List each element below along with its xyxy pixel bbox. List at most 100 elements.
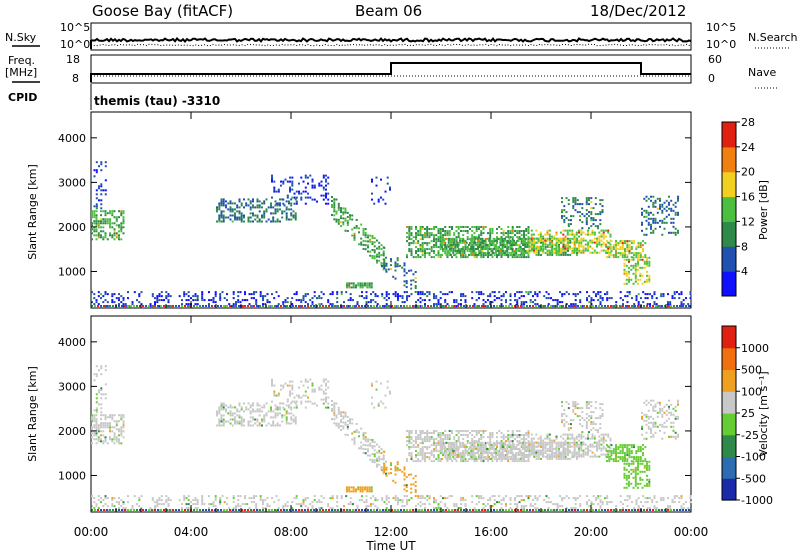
power-cell-1119 [445, 237, 448, 240]
velocity-cell-729 [435, 446, 438, 449]
power-cell-60 [104, 214, 107, 217]
power-cell-1435 [573, 243, 576, 246]
velocity-cell-546 [371, 447, 374, 449]
power-cell-2011 [652, 213, 655, 216]
power-cell-2124 [97, 291, 100, 294]
power-cell-566 [378, 251, 381, 254]
power-cell-2404 [385, 303, 388, 306]
power-cell-2332 [304, 293, 307, 296]
velocity-cell-192 [227, 406, 230, 409]
velocity-cell-1897 [623, 468, 626, 471]
velocity-cell-1119 [445, 441, 448, 444]
velocity-cell-659 [419, 450, 422, 453]
velocity-cell-1593 [575, 437, 578, 440]
velocity-cell-1117 [445, 451, 448, 454]
velocity-cell-118 [122, 426, 125, 429]
power-cell-2572 [536, 295, 539, 298]
velocity-cell-852 [466, 452, 469, 455]
power-cell-2280 [250, 293, 253, 296]
velocity-cell-127 [95, 411, 98, 414]
power-cell-926 [482, 226, 485, 228]
power-cell-2168 [149, 305, 152, 308]
power-floor-cell [256, 305, 258, 307]
velocity-cell-1305 [519, 451, 522, 454]
velocity-cell-297 [272, 416, 275, 419]
velocity-cell-1555 [562, 433, 565, 436]
power-cell-2345 [318, 297, 321, 300]
power-cell-1703 [561, 197, 563, 200]
velocity-cell-1789 [601, 403, 604, 406]
power-cell-1146 [454, 243, 457, 246]
power-cell-1777 [597, 227, 599, 230]
velocity-cell-1570 [566, 433, 569, 436]
power-cell-1774 [594, 213, 597, 216]
velocity-cell-850 [466, 460, 469, 463]
power-cell-1067 [520, 250, 523, 253]
power-cell-409 [309, 196, 312, 199]
power-cell-376 [289, 176, 291, 179]
power-cell-1000 [502, 234, 505, 237]
velocity-cell-1642 [591, 437, 594, 440]
velocity-cell-1510 [548, 449, 551, 452]
power-cell-1592 [575, 237, 578, 240]
power-cell-1488 [539, 233, 542, 236]
power-cell-1563 [564, 229, 567, 232]
velocity-cell-510 [355, 423, 358, 425]
power-cell-2384 [365, 301, 368, 304]
velocity-cell-355 [273, 390, 276, 393]
velocity-cell-1170 [468, 457, 470, 460]
velocity-cell-1864 [633, 458, 635, 461]
velocity-cell-1815 [615, 448, 617, 451]
velocity-cell-121 [122, 420, 125, 423]
velocity-cell-1592 [575, 441, 578, 444]
power-cell-983 [500, 256, 503, 259]
power-cell-2723 [689, 293, 692, 296]
power-floor-cell [259, 305, 261, 307]
velocity-cell-1942 [637, 460, 639, 463]
velocity-cell-841 [462, 430, 465, 432]
velocity-cell-389 [295, 394, 298, 397]
power-cell-1112 [443, 247, 446, 250]
velocity-cell-439 [325, 378, 327, 381]
power-cell-2695 [662, 293, 665, 296]
velocity-cell-1589 [575, 451, 578, 454]
power-cell-1559 [564, 243, 567, 246]
velocity-cell-1189 [472, 441, 475, 444]
power-cell-2380 [361, 295, 363, 298]
velocity-cell-1540 [557, 441, 560, 444]
power-cell-2082 [677, 195, 679, 198]
power-cell-1725 [572, 197, 575, 200]
power-cell-2653 [622, 303, 624, 306]
power-cell-408 [307, 176, 309, 179]
power-cell-171 [220, 212, 223, 215]
power-cell-2033 [659, 197, 661, 200]
velocity-cell-160 [218, 424, 221, 427]
power-cell-2196 [167, 293, 170, 296]
power-cell-304 [274, 200, 277, 203]
power-cell-213 [236, 210, 239, 213]
velocity-cell-1776 [594, 401, 597, 404]
power-cell-1995 [647, 211, 650, 214]
power-cell-1760 [590, 225, 593, 228]
power-cell-1543 [560, 247, 562, 250]
velocity-cell-296 [272, 420, 275, 423]
power-cell-2323 [298, 299, 300, 302]
power-cell-2274 [244, 291, 246, 294]
power-cell-5 [91, 216, 93, 219]
velocity-cell-1744 [585, 427, 588, 430]
power-cell-335 [290, 212, 293, 215]
velocity-cell-1094 [525, 432, 528, 434]
power-cell-1838 [624, 254, 626, 257]
power-cell-1556 [564, 249, 567, 252]
power-cell-703 [428, 236, 431, 239]
power-floor-cell [133, 305, 135, 307]
power-cell-120 [122, 218, 125, 221]
power-floor-cell [646, 305, 648, 307]
velocity-cell-1938 [637, 468, 639, 471]
velocity-cell-1712 [567, 429, 570, 432]
power-cell-1944 [639, 274, 642, 277]
velocity-cell-1546 [560, 441, 562, 444]
power-cell-1156 [459, 237, 461, 240]
power-cell-417 [313, 186, 316, 189]
velocity-cell-667 [421, 458, 424, 461]
